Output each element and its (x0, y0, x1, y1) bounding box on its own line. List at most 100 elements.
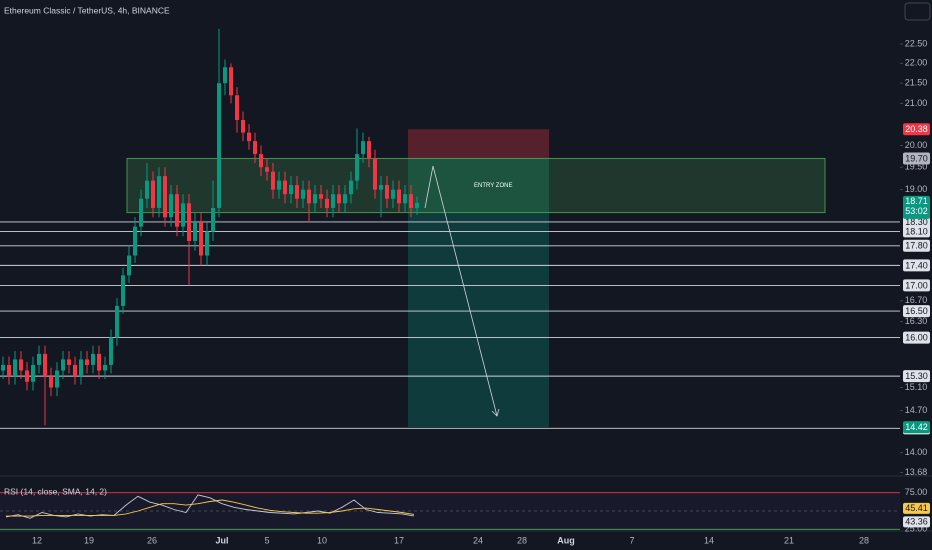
rsi-line (5, 494, 415, 519)
y-tick-label: 14.70 (905, 405, 928, 415)
candle-body (61, 359, 65, 371)
x-tick-label: 19 (84, 535, 94, 545)
price-label: 20.38 (905, 124, 928, 134)
candle-body (145, 180, 149, 199)
level-label: 18.30 (905, 217, 928, 227)
candle-body (193, 221, 197, 241)
level-label-box (903, 305, 930, 318)
y-tick-label: 22.50 (905, 38, 928, 48)
candle-body (85, 359, 89, 365)
x-tick-label: 10 (317, 535, 327, 545)
rsi-tick-label: 75.00 (905, 487, 928, 497)
candle-body (301, 189, 305, 199)
candle-body (151, 180, 155, 208)
candle-body (403, 194, 407, 204)
x-tick-label: 7 (629, 535, 634, 545)
candle-body (313, 194, 317, 204)
y-tick-label: 19.00 (905, 184, 928, 194)
rsi-line (6, 499, 415, 517)
x-tick-label: 21 (784, 535, 794, 545)
candle-body (109, 337, 113, 365)
x-tick-label: 24 (473, 535, 483, 545)
candle-body (133, 226, 137, 256)
symbol-title: Ethereum Classic / TetherUS, 4h, BINANCE (4, 5, 170, 15)
candle-body (115, 305, 119, 338)
candle-body (265, 167, 269, 172)
rsi-tick-label: 25.00 (905, 524, 928, 534)
candle-body (307, 189, 311, 204)
settings-button[interactable] (904, 2, 931, 21)
level-label-box (903, 259, 930, 272)
candle-body (169, 194, 173, 218)
level-label-box (903, 370, 930, 383)
level-label: 17.00 (905, 280, 928, 290)
candle-body (181, 203, 185, 227)
candle-body (37, 353, 41, 365)
y-tick-label: 14.00 (905, 447, 928, 457)
candle-body (271, 171, 275, 190)
price-label: 19.70 (905, 153, 928, 163)
candle-body (331, 194, 335, 208)
candle-body (73, 364, 77, 377)
x-tick-label: 28 (859, 535, 869, 545)
projection-arrow (424, 165, 498, 417)
candle-body (121, 275, 125, 306)
arrow-head (491, 408, 500, 417)
y-tick-label: 19.50 (905, 162, 928, 172)
candle-body (55, 370, 59, 388)
x-tick-label: 14 (704, 535, 714, 545)
level-label: 16.50 (905, 306, 928, 316)
candle-body (19, 359, 23, 371)
candle-body (31, 364, 35, 382)
current-price-box (903, 195, 930, 219)
candle-body (325, 198, 329, 208)
candle-body (379, 185, 383, 190)
y-tick-label: 21.50 (905, 78, 928, 88)
candle-body (397, 189, 401, 204)
candle-body (223, 67, 227, 84)
candle-body (259, 154, 263, 168)
candle-body (241, 119, 245, 133)
x-tick-label: Jul (215, 535, 228, 545)
level-label: 15.30 (905, 371, 928, 381)
countdown: 53:02 (905, 206, 928, 216)
candle-body (235, 95, 239, 120)
price-label-box (903, 123, 930, 136)
candle-body (91, 353, 95, 365)
y-tick-label: 16.70 (905, 295, 928, 305)
rsi-value-box (903, 502, 930, 514)
candle-body (391, 189, 395, 199)
candle-body (43, 353, 47, 377)
candle-body (199, 221, 203, 256)
y-tick-label: 22.00 (905, 58, 928, 68)
candle-body (337, 194, 341, 204)
candle-body (97, 353, 101, 371)
candle-body (163, 176, 167, 218)
candle-body (367, 141, 371, 159)
candle-body (211, 207, 215, 232)
y-tick-label: 13.68 (905, 467, 928, 477)
candle-body (283, 180, 287, 195)
candle-body (319, 194, 323, 199)
candle-body (205, 231, 209, 256)
level-label-box (903, 239, 930, 252)
stop-zone (408, 129, 549, 159)
zone-label: ENTRY ZONE (474, 183, 512, 189)
candle-body (385, 185, 389, 199)
y-tick-label: 21.00 (905, 98, 928, 108)
candle-body (217, 83, 221, 208)
rsi-title: RSI (14, close, SMA, 14, 2) (4, 486, 107, 496)
candle-body (79, 359, 83, 377)
candle-body (67, 359, 71, 365)
candle-body (49, 376, 53, 388)
x-tick-label: Aug (557, 535, 575, 545)
candle-body (415, 202, 419, 208)
level-label-box (903, 225, 930, 238)
candle-body (139, 198, 143, 227)
rsi-value-label: 43.36 (905, 517, 928, 527)
y-tick-label: 20.00 (905, 140, 928, 150)
candle-body (289, 185, 293, 195)
candle-body (175, 194, 179, 227)
current-price: 18.71 (905, 196, 928, 206)
